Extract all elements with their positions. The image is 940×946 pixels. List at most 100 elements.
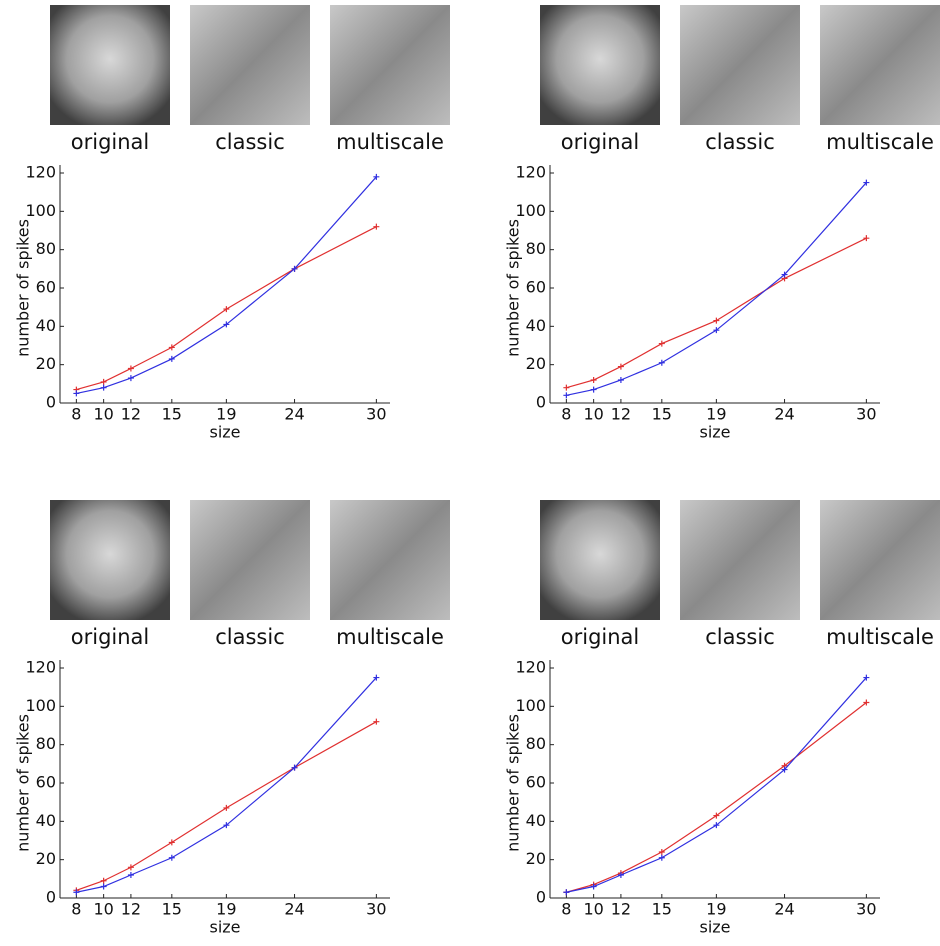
point-marker [863, 699, 870, 706]
series-line [566, 237, 867, 389]
filter-image [190, 5, 310, 125]
y-tick-label: 80 [526, 239, 546, 258]
y-tick-label: 80 [526, 734, 546, 753]
point-marker [373, 223, 380, 230]
point-marker [713, 317, 720, 324]
point-marker [100, 883, 107, 890]
point-marker [73, 390, 80, 397]
x-tick-label: 10 [93, 405, 113, 424]
point-marker [168, 344, 175, 351]
point-marker [658, 849, 665, 855]
series-line [566, 182, 867, 396]
y-tick-label: 20 [36, 354, 56, 373]
point-marker [223, 804, 230, 811]
y-axis-label: number of spikes [504, 714, 523, 852]
y-axis-label: number of spikes [14, 714, 33, 852]
point-marker [127, 872, 134, 878]
point-marker [590, 377, 597, 383]
x-tick-label: 24 [284, 405, 304, 424]
y-tick-label: 60 [526, 278, 546, 297]
panel: original classic multiscale 0 20 40 60 80 100 120… [504, 500, 940, 937]
x-axis-label: size [209, 423, 240, 442]
y-tick-label: 60 [526, 773, 546, 792]
filter-image [330, 500, 450, 620]
x-tick-label: 24 [284, 900, 304, 919]
point-marker [617, 377, 624, 383]
x-tick-label: 15 [652, 405, 672, 424]
y-tick-label: 0 [536, 393, 546, 412]
image-caption: classic [215, 130, 285, 154]
point-marker [373, 674, 380, 681]
x-tick-label: 15 [652, 900, 672, 919]
y-tick-label: 120 [25, 658, 56, 677]
point-marker [168, 355, 175, 362]
x-tick-label: 10 [93, 900, 113, 919]
x-tick-label: 30 [366, 405, 386, 424]
point-marker [127, 375, 134, 382]
filter-image [820, 5, 940, 125]
original-image [50, 500, 170, 620]
y-axis-label: number of spikes [504, 219, 523, 357]
filter-image [680, 5, 800, 125]
y-tick-label: 80 [36, 239, 56, 258]
y-tick-label: 60 [36, 278, 56, 297]
point-marker [168, 854, 175, 861]
x-tick-label: 30 [856, 405, 876, 424]
point-marker [373, 173, 380, 180]
point-marker [100, 378, 107, 385]
series-line [566, 702, 867, 893]
filter-image [190, 500, 310, 620]
y-tick-label: 120 [25, 163, 56, 182]
point-marker [100, 384, 107, 391]
point-marker [127, 864, 134, 871]
x-tick-label: 12 [611, 900, 631, 919]
y-axis-label: number of spikes [14, 219, 33, 357]
point-marker [73, 889, 80, 896]
point-marker [658, 854, 665, 861]
image-caption: original [561, 130, 640, 154]
panel: original classic multiscale 0 20 40 60 80 100 120… [14, 5, 450, 442]
image-caption: original [71, 625, 150, 649]
point-marker [223, 321, 230, 328]
image-caption: classic [215, 625, 285, 649]
y-tick-label: 40 [36, 316, 56, 335]
point-marker [291, 764, 298, 771]
x-tick-label: 19 [706, 405, 726, 424]
point-marker [223, 306, 230, 313]
y-tick-label: 100 [25, 201, 56, 220]
image-caption: original [71, 130, 150, 154]
point-marker [223, 822, 230, 829]
filter-image [330, 5, 450, 125]
x-tick-label: 19 [216, 405, 236, 424]
point-marker [863, 179, 870, 186]
image-caption: original [561, 625, 640, 649]
x-tick-label: 8 [71, 900, 81, 919]
original-image [50, 5, 170, 125]
y-tick-label: 40 [526, 811, 546, 830]
series-line [566, 677, 867, 893]
point-marker [563, 392, 570, 399]
x-tick-label: 24 [774, 405, 794, 424]
x-tick-label: 10 [583, 900, 603, 919]
series-line [76, 677, 377, 893]
image-caption: multiscale [336, 130, 444, 154]
x-tick-label: 30 [366, 900, 386, 919]
series-line [76, 176, 377, 395]
filter-image [820, 500, 940, 620]
y-tick-label: 100 [515, 696, 546, 715]
point-marker [713, 822, 720, 829]
x-tick-label: 15 [162, 405, 182, 424]
y-tick-label: 100 [25, 696, 56, 715]
image-caption: multiscale [336, 625, 444, 649]
x-tick-label: 8 [561, 900, 571, 919]
point-marker [373, 718, 380, 725]
x-tick-label: 8 [561, 405, 571, 424]
image-caption: classic [705, 130, 775, 154]
x-tick-label: 8 [71, 405, 81, 424]
point-marker [168, 839, 175, 846]
point-marker [127, 365, 134, 372]
filter-image [680, 500, 800, 620]
original-image [540, 500, 660, 620]
y-tick-label: 80 [36, 734, 56, 753]
